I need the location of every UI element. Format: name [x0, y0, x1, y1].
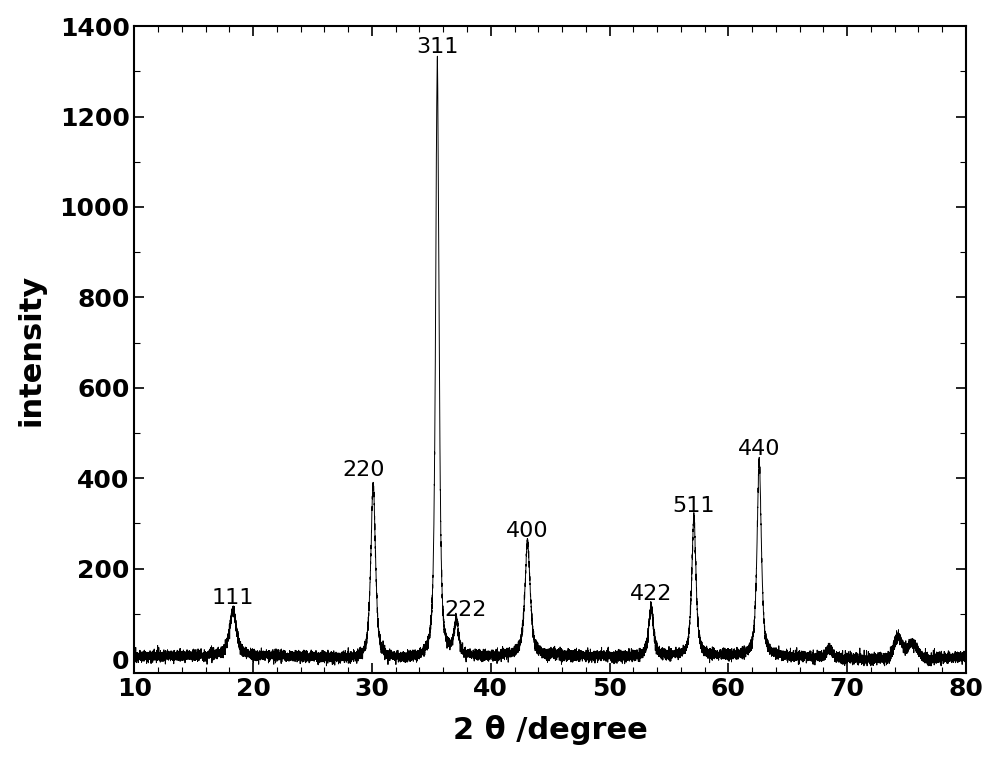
Text: 422: 422: [630, 584, 672, 604]
Text: 220: 220: [342, 459, 385, 479]
Text: 511: 511: [673, 496, 715, 516]
Y-axis label: intensity: intensity: [17, 274, 46, 425]
Text: 440: 440: [738, 439, 780, 459]
Text: 222: 222: [445, 600, 487, 620]
Text: 311: 311: [416, 37, 459, 57]
Text: 111: 111: [212, 588, 254, 608]
Text: 400: 400: [506, 520, 549, 540]
X-axis label: 2 θ /degree: 2 θ /degree: [453, 716, 648, 745]
